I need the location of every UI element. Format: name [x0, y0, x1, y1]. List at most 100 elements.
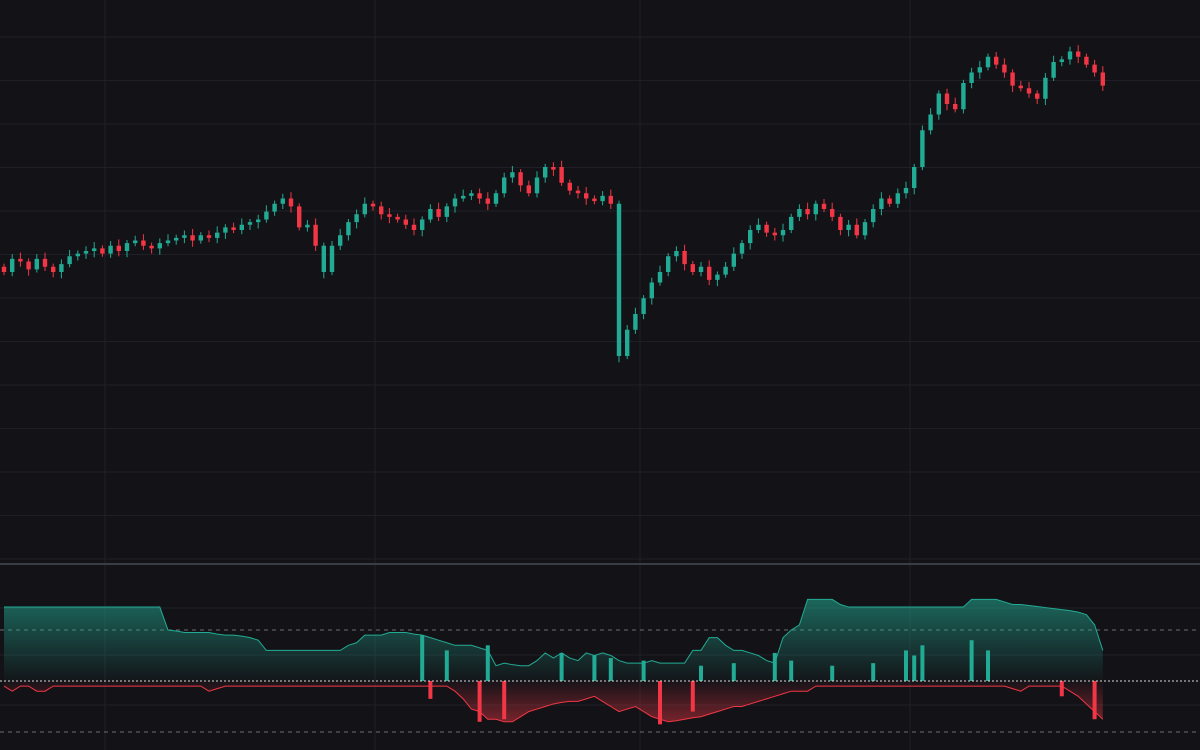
- candle-body-52: [428, 209, 433, 220]
- candle-body-13: [108, 245, 113, 254]
- candle-body-20: [165, 240, 171, 244]
- candle-body-64: [526, 185, 531, 194]
- candle-body-86: [707, 266, 712, 280]
- candle-body-105: [862, 222, 868, 236]
- candle-body-8: [67, 256, 72, 265]
- candle-body-17: [141, 240, 146, 246]
- osc-up-spike-16: [969, 640, 974, 681]
- candle-body-125: [1026, 88, 1032, 94]
- candle-body-53: [436, 209, 441, 217]
- osc-up-spike-9: [772, 652, 777, 681]
- candle-body-115: [944, 93, 950, 104]
- candle-body-51: [420, 219, 425, 230]
- candle-body-50: [411, 224, 417, 230]
- osc-up-spike-15: [920, 645, 925, 681]
- candle-body-28: [231, 227, 236, 230]
- candle-body-33: [272, 203, 277, 212]
- candle-body-46: [379, 206, 384, 215]
- candle-body-70: [575, 190, 581, 194]
- candle-body-43: [354, 214, 359, 223]
- candle-body-63: [518, 172, 523, 186]
- candle-body-89: [731, 253, 736, 267]
- candle-body-12: [100, 248, 105, 254]
- candle-body-7: [59, 264, 64, 272]
- osc-up-spike-0: [420, 635, 425, 681]
- osc-up-spike-5: [608, 658, 613, 681]
- positive-envelope-area: [4, 599, 1103, 681]
- candle-body-127: [1043, 77, 1048, 99]
- candle-body-23: [190, 235, 195, 241]
- candle-body-54: [444, 206, 449, 217]
- candle-body-6: [51, 266, 56, 272]
- candle-body-44: [362, 203, 367, 215]
- candle-body-25: [206, 235, 212, 238]
- candle-body-92: [756, 224, 761, 230]
- candle-body-22: [182, 235, 187, 238]
- candle-body-30: [247, 222, 253, 225]
- candle-body-100: [821, 203, 827, 209]
- candle-body-96: [789, 216, 794, 230]
- candle-body-87: [715, 274, 720, 280]
- candle-body-130: [1067, 51, 1073, 60]
- candle-body-47: [387, 214, 392, 217]
- candle-body-91: [748, 230, 753, 244]
- candle-body-59: [485, 198, 490, 204]
- negative-envelope-line: [3, 685, 1104, 723]
- osc-up-spike-1: [444, 650, 449, 681]
- candle-body-45: [370, 203, 376, 207]
- candle-body-126: [1035, 93, 1040, 99]
- candle-body-104: [854, 224, 859, 236]
- candle-body-77: [633, 314, 638, 330]
- candle-body-88: [723, 266, 728, 275]
- candle-body-66: [543, 167, 548, 178]
- candle-body-110: [903, 188, 909, 194]
- candle-body-123: [1010, 72, 1015, 86]
- candle-body-82: [674, 251, 679, 257]
- candle-body-120: [985, 56, 991, 68]
- osc-down-spike-3: [658, 681, 662, 725]
- candle-body-113: [928, 114, 933, 131]
- candle-body-93: [764, 224, 769, 233]
- candle-body-67: [551, 167, 556, 170]
- candle-body-1: [10, 258, 15, 272]
- candle-body-71: [584, 193, 589, 199]
- candle-body-103: [846, 224, 851, 230]
- candle-body-81: [666, 256, 671, 272]
- candle-body-57: [469, 193, 474, 196]
- candle-body-97: [797, 209, 802, 217]
- candle-body-0: [1, 266, 7, 272]
- osc-up-spike-10: [789, 660, 794, 681]
- candle-body-78: [641, 298, 646, 314]
- candle-body-34: [280, 198, 285, 204]
- candle-body-85: [698, 266, 704, 272]
- candle-body-14: [116, 245, 121, 251]
- candle-body-69: [567, 182, 572, 191]
- candle-body-29: [239, 224, 244, 230]
- candle-body-38: [313, 224, 318, 246]
- oscillator-pane: [0, 598, 1200, 733]
- candle-body-27: [223, 227, 228, 233]
- candle-body-121: [994, 56, 999, 65]
- positive-envelope-line: [4, 598, 1104, 667]
- candle-body-5: [42, 258, 48, 267]
- candle-body-39: [321, 245, 326, 272]
- osc-up-spike-12: [871, 663, 876, 681]
- candle-body-3: [26, 261, 31, 270]
- candle-body-106: [871, 209, 876, 223]
- candle-body-119: [977, 67, 982, 73]
- candle-body-116: [953, 104, 958, 110]
- candlestick-series: [1, 45, 1105, 363]
- candle-body-68: [559, 167, 564, 183]
- candle-body-9: [75, 253, 80, 257]
- candle-body-94: [772, 232, 777, 236]
- candle-body-95: [780, 230, 786, 236]
- candle-body-129: [1059, 59, 1064, 62]
- osc-up-spike-2: [485, 645, 490, 681]
- candle-body-58: [477, 193, 482, 199]
- negative-envelope-area: [4, 681, 1103, 722]
- candle-body-26: [215, 232, 220, 238]
- candle-body-32: [264, 211, 269, 220]
- candle-body-118: [969, 72, 974, 83]
